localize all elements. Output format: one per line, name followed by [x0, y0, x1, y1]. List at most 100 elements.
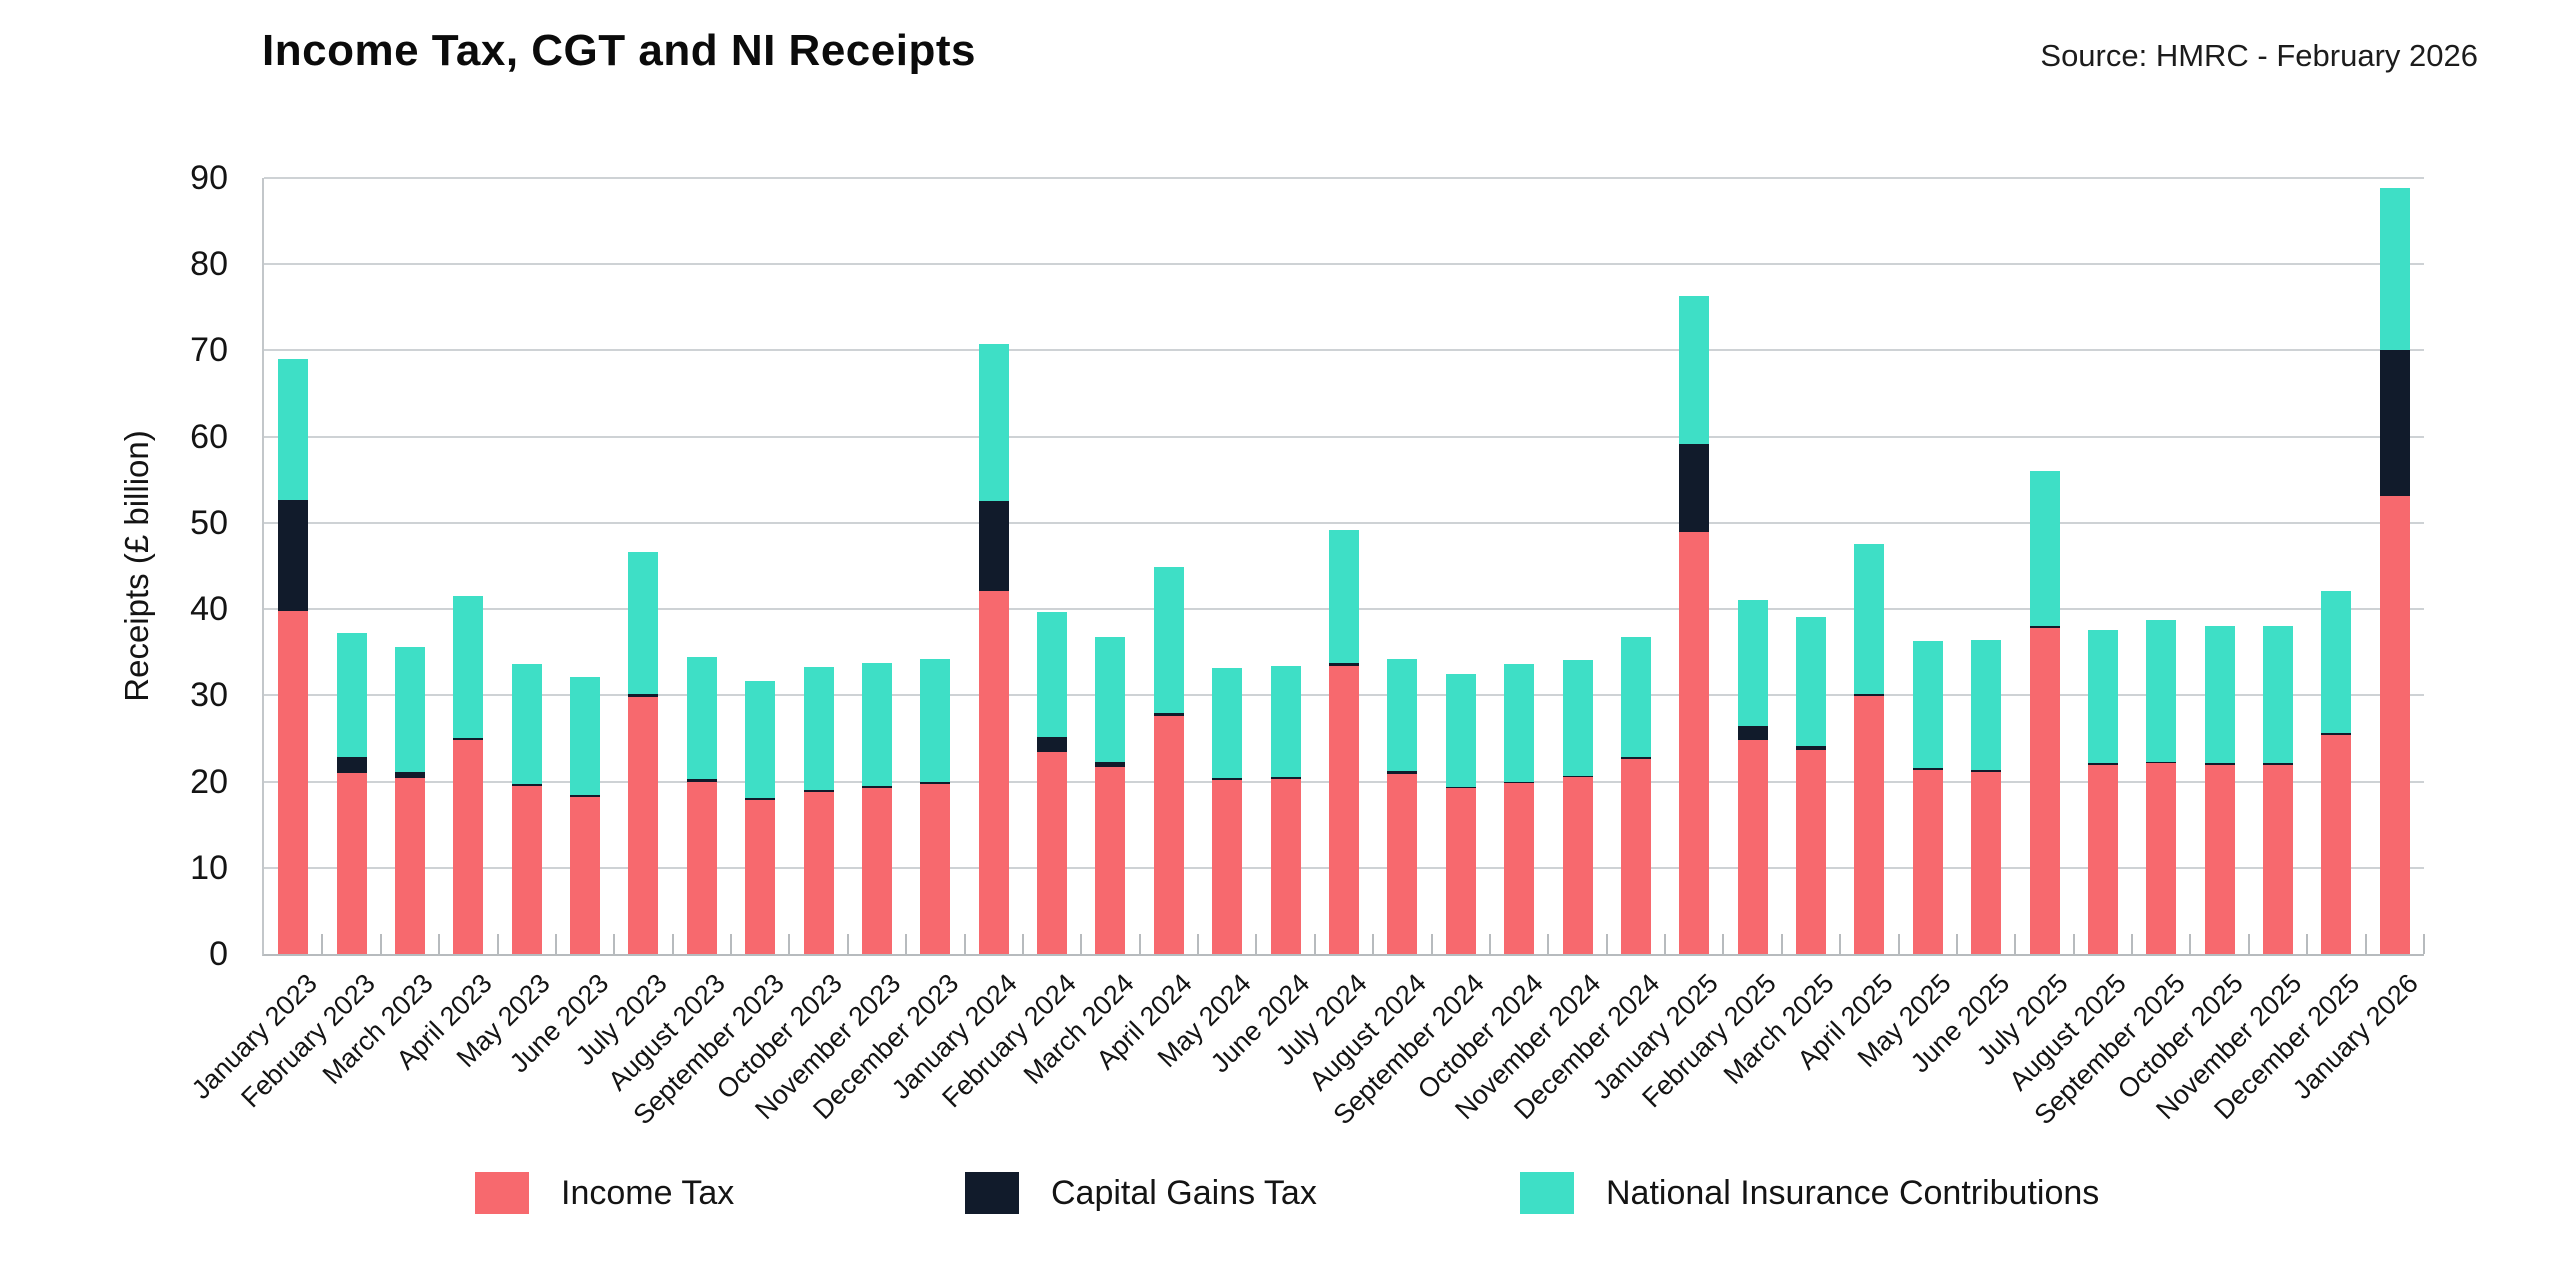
- bar-january-2023: [278, 178, 309, 954]
- bar-segment-national-insurance-contributions: [1445, 673, 1476, 787]
- x-axis-tick: [963, 934, 966, 954]
- bar-segment-national-insurance-contributions: [686, 656, 717, 779]
- bar-january-2026: [2379, 178, 2410, 954]
- bar-segment-national-insurance-contributions: [1679, 296, 1710, 444]
- bar-segment-capital-gains-tax: [2087, 763, 2118, 766]
- bar-may-2025: [1912, 178, 1943, 954]
- bar-segment-income-tax: [2263, 765, 2294, 954]
- legend-label: Capital Gains Tax: [1051, 1174, 1317, 1212]
- y-tick-label: 30: [190, 676, 228, 715]
- bar-october-2025: [2204, 178, 2235, 954]
- bar-march-2023: [394, 178, 425, 954]
- bar-segment-capital-gains-tax: [628, 694, 659, 698]
- x-axis-tick: [1488, 934, 1491, 954]
- bar-segment-income-tax: [1270, 778, 1301, 954]
- bar-december-2025: [2321, 178, 2352, 954]
- chart-title: Income Tax, CGT and NI Receipts: [262, 26, 976, 75]
- bar-january-2024: [978, 178, 1009, 954]
- bar-segment-national-insurance-contributions: [511, 664, 542, 785]
- bar-august-2025: [2087, 178, 2118, 954]
- bar-segment-income-tax: [2379, 496, 2410, 954]
- x-axis-tick: [1255, 934, 1258, 954]
- x-axis-tick: [1780, 934, 1783, 954]
- bar-segment-capital-gains-tax: [2321, 733, 2352, 735]
- y-tick-label: 20: [190, 762, 228, 801]
- y-tick-label: 70: [190, 331, 228, 370]
- bar-july-2024: [1329, 178, 1359, 954]
- x-axis-tick: [788, 934, 791, 954]
- bar-segment-income-tax: [1504, 783, 1535, 954]
- bar-segment-capital-gains-tax: [2263, 763, 2294, 766]
- bar-segment-capital-gains-tax: [1971, 770, 2002, 773]
- bar-segment-national-insurance-contributions: [1562, 660, 1593, 776]
- bar-segment-income-tax: [570, 797, 601, 954]
- x-axis-tick: [321, 934, 324, 954]
- x-axis-tick: [379, 934, 382, 954]
- bar-segment-capital-gains-tax: [511, 784, 542, 786]
- bar-july-2023: [628, 178, 659, 954]
- gridline: [264, 521, 2424, 524]
- x-axis-tick: [2131, 934, 2134, 954]
- bar-segment-national-insurance-contributions: [920, 659, 951, 782]
- bar-segment-income-tax: [394, 778, 425, 954]
- x-axis-tick: [1138, 934, 1141, 954]
- bar-segment-income-tax: [803, 791, 834, 954]
- bar-december-2024: [1620, 178, 1651, 954]
- x-axis-tick: [2189, 934, 2192, 954]
- bar-segment-capital-gains-tax: [920, 781, 951, 785]
- bar-june-2024: [1270, 178, 1301, 954]
- x-axis-tick: [1664, 934, 1667, 954]
- x-axis-tick: [1605, 934, 1608, 954]
- x-axis-tick: [438, 934, 441, 954]
- source-label: Source: HMRC - February 2026: [2040, 38, 2478, 73]
- bar-february-2024: [1037, 178, 1068, 954]
- bar-segment-national-insurance-contributions: [1270, 666, 1301, 778]
- bar-segment-income-tax: [1095, 766, 1126, 954]
- bar-november-2023: [861, 178, 892, 954]
- bar-segment-capital-gains-tax: [394, 772, 425, 779]
- x-axis-tick: [1430, 934, 1433, 954]
- bar-segment-national-insurance-contributions: [861, 663, 892, 786]
- bar-segment-capital-gains-tax: [336, 756, 367, 773]
- bar-may-2024: [1212, 178, 1243, 954]
- bar-segment-capital-gains-tax: [2146, 761, 2177, 764]
- gridline: [264, 263, 2424, 266]
- bar-segment-income-tax: [1562, 777, 1593, 954]
- y-tick-label: 80: [190, 245, 228, 284]
- bar-segment-income-tax: [2204, 765, 2235, 954]
- bar-segment-income-tax: [278, 610, 309, 954]
- bar-segment-national-insurance-contributions: [978, 343, 1009, 502]
- bar-june-2025: [1971, 178, 2002, 954]
- bar-segment-capital-gains-tax: [1912, 767, 1943, 770]
- bar-segment-national-insurance-contributions: [1329, 529, 1359, 664]
- bar-july-2025: [2029, 178, 2060, 954]
- bar-segment-income-tax: [920, 784, 951, 954]
- bar-may-2023: [511, 178, 542, 954]
- bar-segment-national-insurance-contributions: [1971, 640, 2002, 771]
- legend-swatch: [965, 1172, 1019, 1214]
- x-axis-tick: [1197, 934, 1200, 954]
- x-axis-tick: [671, 934, 674, 954]
- bar-june-2023: [570, 178, 601, 954]
- bar-january-2025: [1679, 178, 1710, 954]
- bar-segment-income-tax: [1153, 716, 1184, 954]
- bar-segment-capital-gains-tax: [1270, 777, 1301, 779]
- x-axis-tick: [1839, 934, 1842, 954]
- bar-segment-national-insurance-contributions: [1620, 636, 1651, 757]
- bar-segment-capital-gains-tax: [1037, 736, 1068, 753]
- y-tick-label: 40: [190, 590, 228, 629]
- bar-segment-national-insurance-contributions: [1095, 636, 1126, 762]
- bar-segment-national-insurance-contributions: [453, 596, 484, 738]
- bar-segment-national-insurance-contributions: [1153, 566, 1184, 714]
- bar-segment-capital-gains-tax: [978, 501, 1009, 592]
- bar-segment-income-tax: [1912, 769, 1943, 954]
- bar-segment-capital-gains-tax: [453, 737, 484, 741]
- bar-segment-income-tax: [2321, 735, 2352, 954]
- bar-march-2024: [1095, 178, 1126, 954]
- bar-february-2025: [1737, 178, 1768, 954]
- bar-segment-capital-gains-tax: [570, 795, 601, 798]
- bar-segment-capital-gains-tax: [861, 785, 892, 789]
- x-axis-tick: [1722, 934, 1725, 954]
- bar-february-2023: [336, 178, 367, 954]
